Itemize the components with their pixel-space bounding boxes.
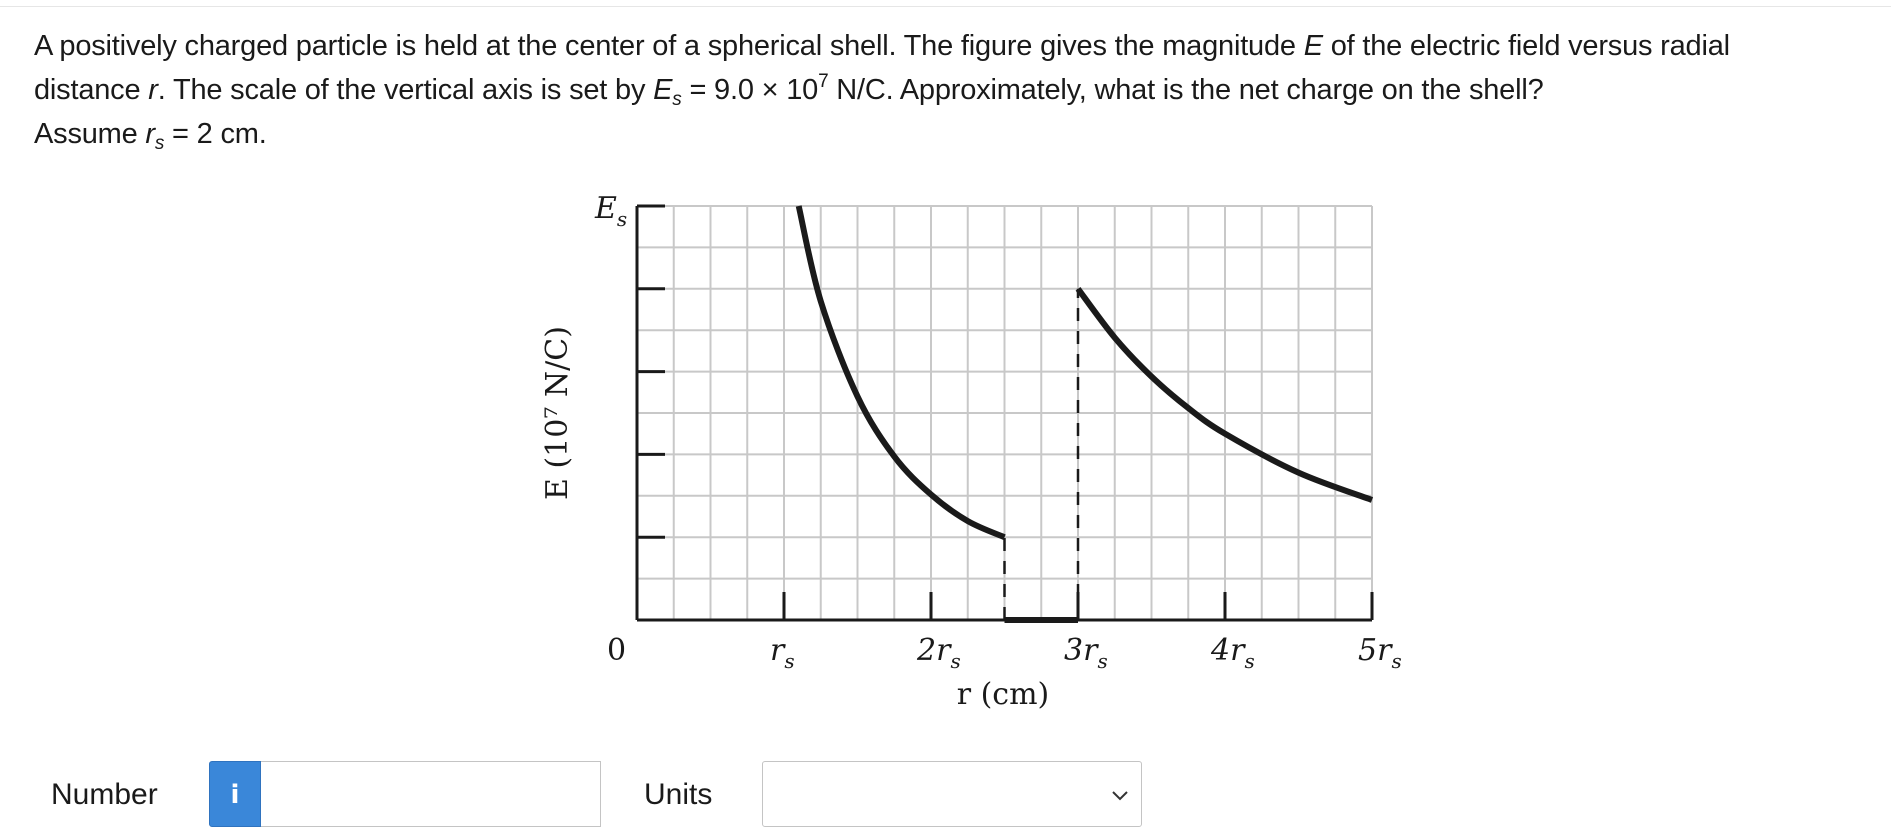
y-axis-label: E (10⁷ N/C) bbox=[540, 326, 575, 500]
x-axis-label: r (cm) bbox=[957, 677, 1050, 712]
x-tick-label: 2rs bbox=[916, 633, 961, 673]
units-select[interactable] bbox=[762, 761, 1142, 827]
top-divider bbox=[0, 6, 1891, 7]
chevron-down-icon bbox=[1112, 791, 1128, 801]
question-text: A positively charged particle is held at… bbox=[34, 24, 1884, 156]
info-icon: i bbox=[230, 780, 240, 810]
x-tick-label: 3rs bbox=[1064, 633, 1108, 673]
origin-label: 0 bbox=[607, 633, 626, 668]
x-tick-label: 4rs bbox=[1210, 633, 1255, 673]
answer-row: Number i Units bbox=[0, 760, 1891, 830]
info-icon-button[interactable]: i bbox=[209, 761, 261, 827]
question-line-3: Assume rs = 2 cm. bbox=[34, 118, 267, 154]
number-input[interactable] bbox=[261, 761, 601, 827]
x-tick-label: 5rs bbox=[1358, 633, 1402, 673]
field-curve-3 bbox=[1075, 286, 1374, 503]
field-curve-1 bbox=[795, 205, 1006, 540]
units-label: Units bbox=[644, 778, 713, 811]
question-line-1: A positively charged particle is held at… bbox=[34, 30, 1730, 62]
y-top-label: Es bbox=[594, 191, 627, 231]
question-line-2: distance r. The scale of the vertical ax… bbox=[34, 71, 1544, 110]
number-label: Number bbox=[51, 778, 158, 811]
x-tick-label: rs bbox=[770, 633, 795, 673]
